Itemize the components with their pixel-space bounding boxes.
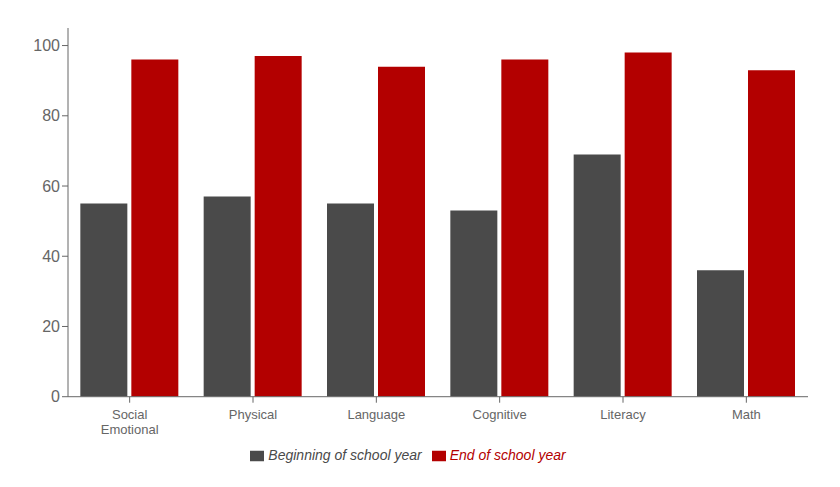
svg-text:SocialEmotional: SocialEmotional: [101, 407, 159, 437]
svg-text:60: 60: [42, 178, 60, 195]
html-text:Beginning of school year: Beginning of school year: [268, 446, 422, 463]
svg-text:Physical: Physical: [229, 407, 278, 422]
svg-text:Cognitive: Cognitive: [473, 407, 527, 422]
html-text:End of school year: End of school year: [449, 446, 566, 463]
svg-text:Language: Language: [347, 407, 405, 422]
svg-text:20: 20: [42, 318, 60, 335]
svg-text:Literacy: Literacy: [600, 407, 646, 422]
svg-text:100: 100: [33, 37, 60, 54]
svg-text:0: 0: [51, 388, 60, 405]
svg-text:80: 80: [42, 107, 60, 124]
svg-text:Math: Math: [732, 407, 761, 422]
svg-text:40: 40: [42, 248, 60, 265]
